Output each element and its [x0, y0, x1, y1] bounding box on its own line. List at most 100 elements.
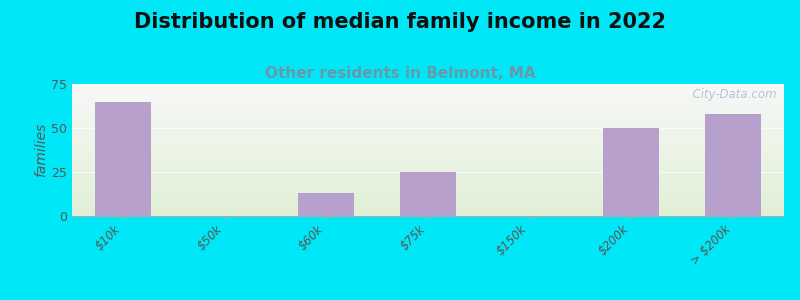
Bar [72, 174, 784, 175]
Bar [72, 93, 784, 94]
Bar [72, 143, 784, 144]
Bar [72, 134, 784, 135]
Bar [72, 138, 784, 139]
Bar [72, 158, 784, 159]
Bar [72, 160, 784, 161]
Bar [72, 91, 784, 92]
Bar [72, 111, 784, 112]
Y-axis label: families: families [34, 123, 48, 177]
Bar [72, 199, 784, 200]
Bar [72, 147, 784, 148]
Bar [72, 193, 784, 194]
Bar [72, 89, 784, 90]
Bar [72, 179, 784, 180]
Bar [72, 195, 784, 196]
Bar [72, 164, 784, 165]
Bar [705, 114, 761, 216]
Bar [72, 108, 784, 109]
Bar [72, 129, 784, 130]
Text: Other residents in Belmont, MA: Other residents in Belmont, MA [265, 66, 535, 81]
Bar [72, 99, 784, 100]
Bar [72, 212, 784, 213]
Bar [72, 156, 784, 157]
Bar [72, 96, 784, 97]
Bar [72, 102, 784, 103]
Bar [72, 153, 784, 154]
Bar [72, 171, 784, 172]
Bar [72, 107, 784, 108]
Bar [72, 95, 784, 96]
Bar [298, 193, 354, 216]
Bar [72, 117, 784, 118]
Bar [72, 105, 784, 106]
Bar [72, 92, 784, 93]
Bar [72, 118, 784, 119]
Bar [72, 146, 784, 147]
Bar [72, 209, 784, 210]
Bar [72, 103, 784, 104]
Bar [72, 133, 784, 134]
Bar [72, 186, 784, 187]
Bar [72, 154, 784, 155]
Bar [72, 210, 784, 211]
Bar [72, 190, 784, 191]
Bar [72, 110, 784, 111]
Bar [72, 168, 784, 169]
Bar [72, 104, 784, 105]
Bar [400, 172, 456, 216]
Bar [72, 206, 784, 207]
Bar [72, 120, 784, 121]
Bar [72, 167, 784, 168]
Bar [72, 144, 784, 145]
Bar [72, 192, 784, 193]
Bar [72, 204, 784, 205]
Bar [72, 189, 784, 190]
Bar [72, 173, 784, 174]
Bar [72, 90, 784, 91]
Bar [72, 177, 784, 178]
Bar [72, 114, 784, 115]
Bar [72, 122, 784, 123]
Bar [72, 183, 784, 184]
Bar [72, 149, 784, 150]
Bar [72, 101, 784, 102]
Bar [72, 175, 784, 176]
Bar [72, 131, 784, 132]
Bar [72, 185, 784, 186]
Bar [72, 196, 784, 197]
Bar [72, 182, 784, 183]
Bar [95, 102, 151, 216]
Bar [72, 97, 784, 98]
Bar [72, 137, 784, 138]
Bar [72, 205, 784, 206]
Bar [72, 140, 784, 141]
Bar [72, 100, 784, 101]
Bar [72, 155, 784, 156]
Bar [72, 178, 784, 179]
Bar [72, 215, 784, 216]
Bar [72, 85, 784, 86]
Bar [72, 211, 784, 212]
Bar [72, 202, 784, 203]
Bar [72, 176, 784, 177]
Bar [72, 145, 784, 146]
Bar [72, 213, 784, 214]
Bar [72, 172, 784, 173]
Bar [72, 180, 784, 181]
Bar [72, 169, 784, 170]
Bar [72, 188, 784, 189]
Bar [72, 181, 784, 182]
Text: City-Data.com: City-Data.com [686, 88, 777, 101]
Bar [72, 207, 784, 208]
Bar [72, 161, 784, 162]
Bar [72, 191, 784, 192]
Bar [72, 115, 784, 116]
Bar [72, 123, 784, 124]
Bar [72, 208, 784, 209]
Bar [72, 136, 784, 137]
Bar [603, 128, 659, 216]
Bar [72, 130, 784, 131]
Bar [72, 124, 784, 125]
Bar [72, 184, 784, 185]
Bar [72, 119, 784, 120]
